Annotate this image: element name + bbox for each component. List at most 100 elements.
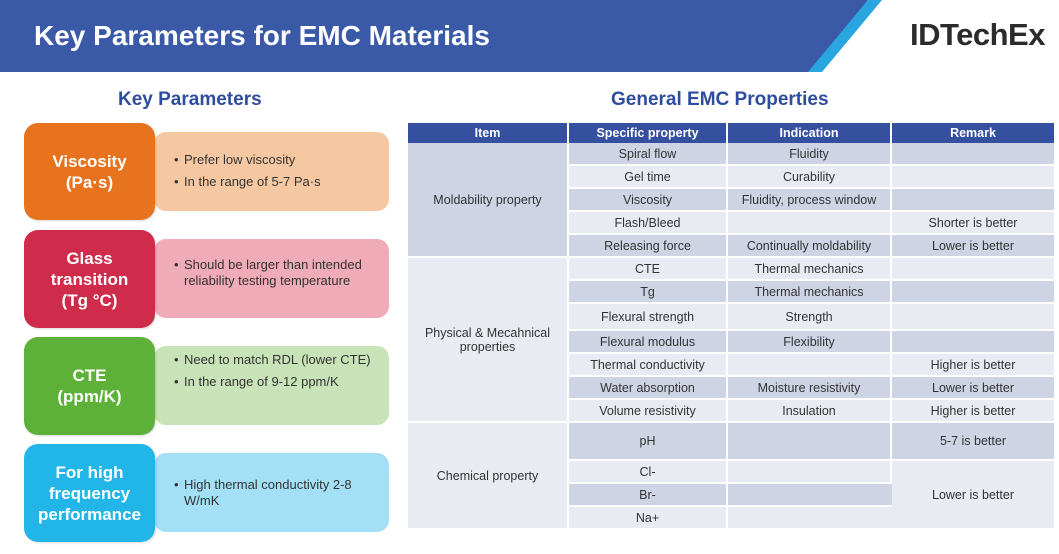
param-viscosity: Prefer low viscosity In the range of 5-7…: [24, 123, 389, 223]
table-cell: Higher is better: [892, 354, 1054, 377]
chip-line: (Pa·s): [65, 172, 114, 192]
table-cell: Cl-: [569, 461, 728, 484]
bullet-item: Should be larger than intended reliabili…: [174, 257, 379, 289]
table-cell: Strength: [728, 304, 892, 331]
table-cell: [892, 143, 1054, 166]
param-high-frequency: High thermal conductivity 2-8 W/mK For h…: [24, 444, 389, 544]
table-header-row: Item Specific property Indication Remark: [408, 123, 1054, 143]
table-cell: Shorter is better: [892, 212, 1054, 235]
table-cell: 5-7 is better: [892, 423, 1054, 461]
table-cell: Flexural modulus: [569, 331, 728, 354]
chip-line: Glass: [66, 248, 113, 268]
group-cell: Chemical property: [408, 423, 569, 530]
chip-line: (Tg °C): [61, 290, 118, 310]
table-cell: Na+: [569, 507, 728, 530]
table-cell: [728, 423, 892, 461]
table-row: Physical & Mecahnical properties CTE The…: [408, 258, 1054, 423]
table-cell: [892, 166, 1054, 189]
group-cell: Physical & Mecahnical properties: [408, 258, 569, 423]
table-cell: Flash/Bleed: [569, 212, 728, 235]
page-title: Key Parameters for EMC Materials: [34, 20, 490, 51]
idtechex-logo: IDTechEx: [910, 17, 1045, 52]
table-row: Br-: [408, 484, 1054, 507]
table-cell: [892, 281, 1054, 304]
chip-line: For high: [55, 462, 124, 482]
param-label-chip: Glass transition (Tg °C): [24, 230, 155, 328]
table-row: Volume resistivity Insulation Higher is …: [408, 400, 1054, 423]
bullet-item: Need to match RDL (lower CTE): [174, 352, 379, 368]
chip-line: performance: [38, 504, 141, 524]
table-cell: Thermal conductivity: [569, 354, 728, 377]
table-cell: Fluidity, process window: [728, 189, 892, 212]
bullet-item: Prefer low viscosity: [174, 152, 379, 168]
param-label-chip: For high frequency performance: [24, 444, 155, 542]
table-cell: [892, 258, 1054, 281]
table-cell: Flexural strength: [569, 304, 728, 331]
chip-line: transition: [50, 269, 129, 289]
table-row: Flexural modulus Flexibility: [408, 331, 1054, 354]
bullet-item: High thermal conductivity 2-8 W/mK: [174, 477, 379, 509]
param-detail-box: Need to match RDL (lower CTE) In the ran…: [154, 346, 389, 425]
table-row: Flexural strength Strength: [408, 304, 1054, 331]
table-cell: Br-: [569, 484, 728, 507]
bullet-list: Need to match RDL (lower CTE) In the ran…: [174, 352, 379, 396]
table-cell: Moisture resistivity: [728, 377, 892, 400]
column-header: Specific property: [569, 123, 728, 143]
emc-properties-heading: General EMC Properties: [611, 89, 829, 110]
key-parameters-heading: Key Parameters: [118, 89, 262, 110]
table-row: Releasing force Continually moldability …: [408, 235, 1054, 258]
banner-graphic: [0, 0, 882, 72]
table-cell: [728, 484, 892, 507]
table-cell-remark: Lower is better: [892, 461, 1054, 530]
table-cell: [892, 189, 1054, 212]
table-row: Water absorption Moisture resistivity Lo…: [408, 377, 1054, 400]
group-cell: Moldability property: [408, 143, 569, 258]
bullet-item: In the range of 5-7 Pa·s: [174, 174, 379, 190]
table-cell: [892, 304, 1054, 331]
table-cell: [728, 507, 892, 530]
table-cell: Thermal mechanics: [728, 281, 892, 304]
bullet-list: Prefer low viscosity In the range of 5-7…: [174, 152, 379, 196]
param-label-chip: CTE (ppm/K): [24, 337, 155, 435]
chip-line: (ppm/K): [57, 387, 122, 406]
table-cell: [728, 461, 892, 484]
table-cell: Thermal mechanics: [728, 258, 892, 281]
table-row: Moldability property Spiral flow Fluidit…: [408, 143, 1054, 258]
param-cte: Need to match RDL (lower CTE) In the ran…: [24, 337, 389, 437]
column-header: Remark: [892, 123, 1054, 143]
table-cell: [728, 212, 892, 235]
table-cell: [892, 331, 1054, 354]
table-cell: Curability: [728, 166, 892, 189]
table-cell: Insulation: [728, 400, 892, 423]
bullet-list: High thermal conductivity 2-8 W/mK: [174, 477, 379, 515]
table-cell: Flexibility: [728, 331, 892, 354]
param-detail-box: Should be larger than intended reliabili…: [154, 239, 389, 318]
table-row: Thermal conductivity Higher is better: [408, 354, 1054, 377]
param-label-chip: Viscosity (Pa·s): [24, 123, 155, 220]
table-cell: Gel time: [569, 166, 728, 189]
table-row: Chemical property pH 5-7 is better: [408, 423, 1054, 530]
bullet-list: Should be larger than intended reliabili…: [174, 257, 379, 295]
param-detail-box: Prefer low viscosity In the range of 5-7…: [154, 132, 389, 211]
table-cell: Fluidity: [728, 143, 892, 166]
table-cell: CTE: [569, 258, 728, 281]
table-cell: Viscosity: [569, 189, 728, 212]
column-header: Indication: [728, 123, 892, 143]
chip-line: frequency: [48, 483, 131, 503]
table-cell: Water absorption: [569, 377, 728, 400]
param-detail-box: High thermal conductivity 2-8 W/mK: [154, 453, 389, 532]
column-header: Item: [408, 123, 569, 143]
table-cell: Releasing force: [569, 235, 728, 258]
table-cell: Volume resistivity: [569, 400, 728, 423]
emc-properties-table: Item Specific property Indication Remark…: [408, 123, 1054, 530]
header-banner: Key Parameters for EMC Materials IDTechE…: [0, 0, 1059, 72]
table-cell: Lower is better: [892, 377, 1054, 400]
table-row: Viscosity Fluidity, process window: [408, 189, 1054, 212]
table-cell: Higher is better: [892, 400, 1054, 423]
chip-line: CTE: [72, 366, 107, 385]
param-glass-transition: Should be larger than intended reliabili…: [24, 230, 389, 330]
table-cell: Lower is better: [892, 235, 1054, 258]
table-row: Na+: [408, 507, 1054, 530]
chip-line: Viscosity: [52, 151, 127, 171]
table-cell: Tg: [569, 281, 728, 304]
